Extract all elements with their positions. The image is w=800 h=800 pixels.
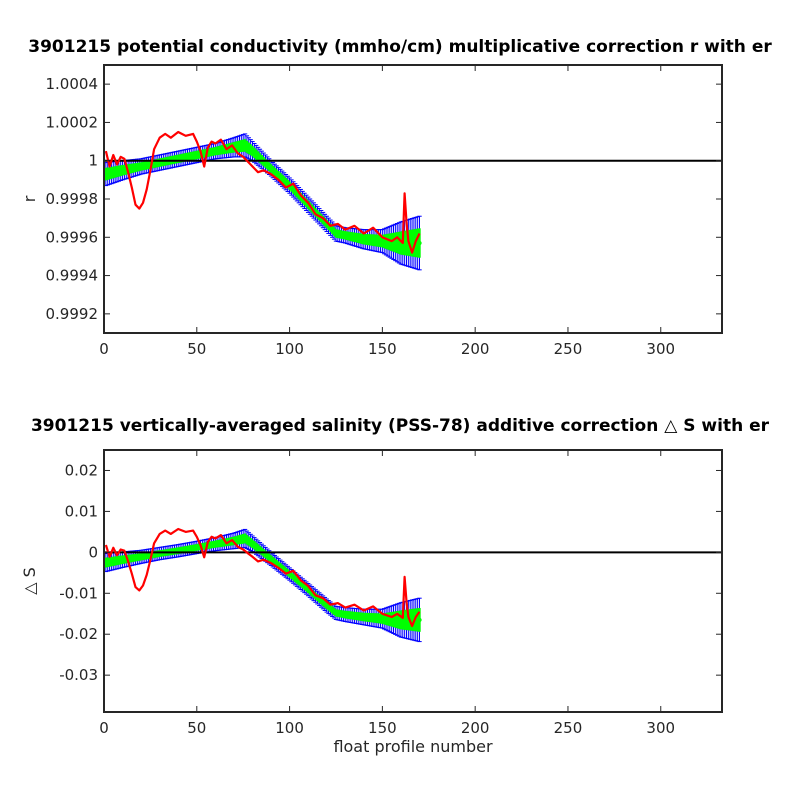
x-tick-label: 100 [275, 719, 304, 737]
fit-markers [104, 139, 422, 258]
x-tick-label: 150 [368, 340, 397, 358]
y-axis-label: △ S [20, 567, 39, 595]
y-tick-label: 0.9996 [46, 228, 99, 246]
x-tick-label: 150 [368, 719, 397, 737]
axes-box [103, 64, 723, 334]
y-tick-label: 0.01 [65, 502, 98, 520]
x-tick-label: 250 [554, 340, 583, 358]
fit-marker [417, 240, 422, 246]
y-tick-label: -0.01 [59, 584, 98, 602]
conductivity-correction-panel: 3901215 potential conductivity (mmho/cm)… [20, 37, 772, 358]
y-axis-label: r [20, 195, 39, 202]
y-tick-label: 0 [88, 543, 98, 561]
y-tick-label: -0.02 [59, 625, 98, 643]
fit-marker [417, 617, 422, 623]
x-tick-label: 200 [461, 719, 490, 737]
axes-box [103, 449, 723, 713]
y-tick-label: 0.9998 [46, 190, 99, 208]
y-tick-label: 0.9992 [46, 305, 99, 323]
x-tick-label: 0 [99, 719, 109, 737]
x-tick-label: 250 [554, 719, 583, 737]
x-tick-label: 0 [99, 340, 109, 358]
y-tick-label: 0.9994 [46, 267, 99, 285]
chart-title: 3901215 vertically-averaged salinity (PS… [31, 416, 770, 436]
y-tick-label: 1.0002 [46, 113, 99, 131]
plot-area [104, 527, 722, 643]
raw-correction-line [104, 527, 421, 628]
x-axis-label: float profile number [333, 737, 493, 756]
x-tick-label: 200 [461, 340, 490, 358]
chart-title: 3901215 potential conductivity (mmho/cm)… [28, 37, 772, 57]
y-tick-label: -0.03 [59, 666, 98, 684]
error-bars [104, 528, 422, 643]
salinity-correction-panel: 3901215 vertically-averaged salinity (PS… [20, 416, 770, 756]
x-tick-label: 100 [275, 340, 304, 358]
y-tick-label: 0.02 [65, 461, 98, 479]
plot-area [104, 130, 722, 271]
x-tick-label: 300 [646, 719, 675, 737]
x-tick-label: 50 [187, 340, 206, 358]
y-tick-label: 1 [88, 152, 98, 170]
raw-correction-line [104, 130, 421, 254]
x-tick-label: 300 [646, 340, 675, 358]
x-tick-label: 50 [187, 719, 206, 737]
y-tick-label: 1.0004 [46, 75, 99, 93]
error-bars [104, 133, 422, 271]
